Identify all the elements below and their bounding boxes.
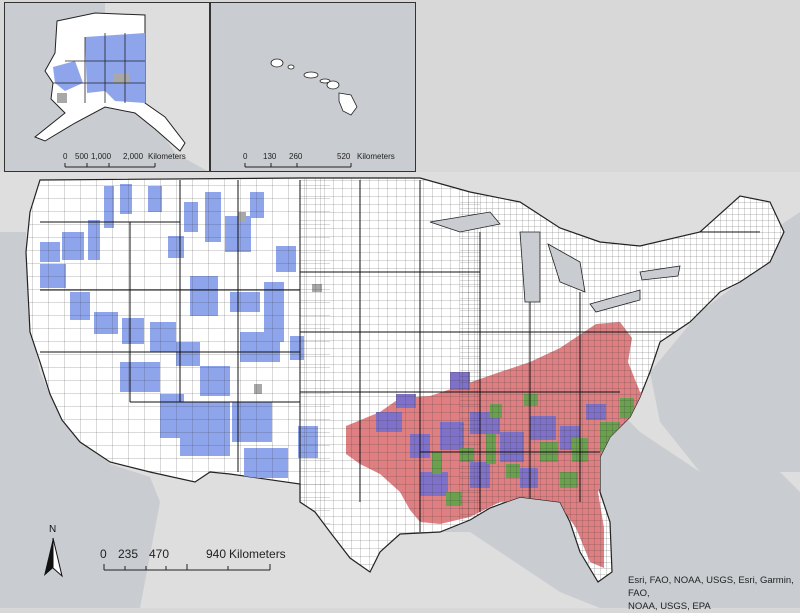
hawaii-inset: 0 130 260 520 Kilometers (210, 2, 416, 172)
main-scale-bar (103, 564, 271, 571)
alaska-gray-boroughs (57, 73, 129, 103)
hawaii-scale-tick-2: 260 (289, 152, 303, 161)
alaska-scale-bar (64, 163, 156, 168)
attribution-line-2: NOAA, USGS, EPA (628, 601, 711, 612)
main-scale-tick-3: 940 (206, 547, 227, 561)
hawaii-scale-bar (244, 163, 352, 168)
north-label: N (49, 524, 57, 535)
main-map-svg (0, 172, 800, 608)
alaska-inset: 0 500 1,000 2,000 Kilometers (4, 2, 210, 172)
alaska-scale-tick-3: 2,000 (123, 152, 144, 161)
alaska-scale-unit: Kilometers (148, 152, 186, 161)
alaska-scale-tick-0: 0 (63, 152, 68, 161)
alaska-scale-tick-2: 1,000 (91, 152, 112, 161)
north-arrow-icon (44, 537, 63, 578)
hawaii-scale-tick-3: 520 (337, 152, 351, 161)
alaska-borough-lines (53, 33, 145, 103)
pacific-ocean (0, 232, 160, 608)
great-lakes (429, 211, 681, 313)
alaska-scale-tick-1: 500 (75, 152, 89, 161)
contiguous-us-map: 0 235 470 940 Kilometers (0, 172, 800, 608)
alaska-blue-boroughs (53, 33, 145, 103)
north-arrow: N (40, 524, 70, 580)
map-attribution: Esri, FAO, NOAA, USGS, Esri, Garmin, FAO… (628, 574, 798, 613)
main-scale-unit: Kilometers (229, 547, 286, 561)
main-scale-tick-0: 0 (100, 547, 107, 561)
hawaii-scale-tick-1: 130 (263, 152, 277, 161)
hawaii-scale-unit: Kilometers (357, 152, 395, 161)
hawaii-scale-tick-0: 0 (243, 152, 248, 161)
alaska-map-svg (5, 3, 209, 171)
hawaii-map-svg (211, 3, 415, 171)
attribution-line-1: Esri, FAO, NOAA, USGS, Esri, Garmin, FAO… (628, 575, 794, 599)
hawaii-islands (270, 58, 358, 116)
atlantic-ocean (650, 212, 800, 472)
main-scale-tick-1: 235 (118, 547, 139, 561)
main-scale-tick-2: 470 (149, 547, 170, 561)
